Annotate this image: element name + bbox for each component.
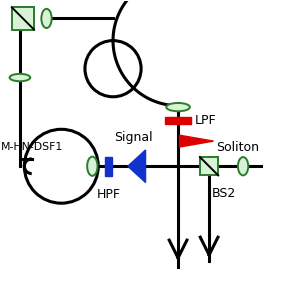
Ellipse shape (87, 157, 97, 176)
Polygon shape (180, 135, 214, 147)
Bar (12, 7, 34, 29)
Text: Signal: Signal (114, 131, 153, 144)
Text: HPF: HPF (97, 188, 121, 201)
Ellipse shape (238, 157, 248, 176)
Text: M-HN-DSF1: M-HN-DSF1 (1, 142, 63, 152)
Bar (200, 157, 218, 176)
Ellipse shape (41, 9, 52, 28)
Ellipse shape (10, 74, 30, 81)
Bar (105, 157, 112, 176)
Bar (165, 117, 191, 124)
Text: LPF: LPF (195, 114, 217, 127)
Polygon shape (128, 150, 146, 182)
Text: BS2: BS2 (212, 187, 236, 200)
Text: Soliton: Soliton (217, 140, 260, 154)
Ellipse shape (166, 103, 190, 111)
